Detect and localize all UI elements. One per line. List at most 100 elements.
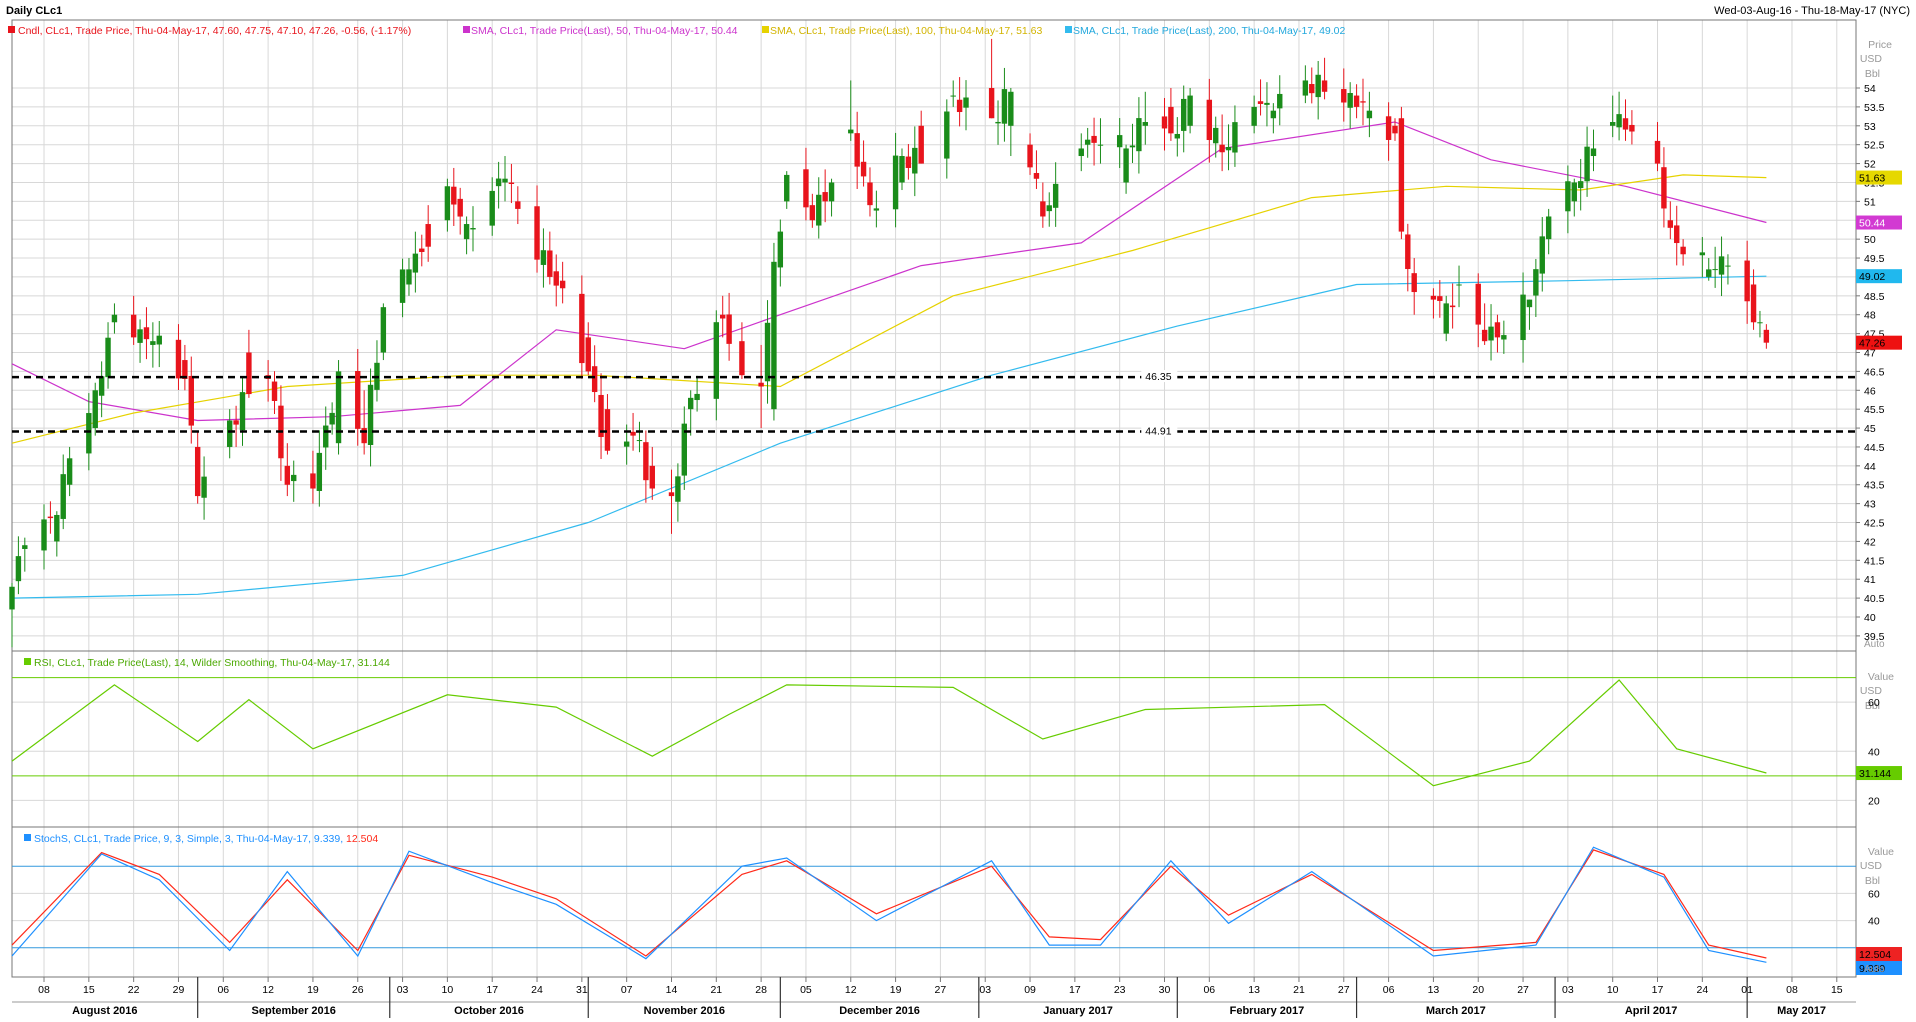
candle-body <box>1341 89 1347 103</box>
x-tick-label: 17 <box>486 984 498 996</box>
candle-body <box>630 431 636 436</box>
x-tick-label: 05 <box>800 984 812 996</box>
candle-body <box>1577 181 1584 189</box>
x-tick-label: 12 <box>262 984 274 996</box>
candle-body <box>848 129 854 134</box>
candle-body <box>739 341 745 376</box>
price-tick-label: 44 <box>1864 461 1876 473</box>
x-month-label: December 2016 <box>839 1005 920 1017</box>
candle-body <box>92 390 98 429</box>
candle-body <box>1565 181 1571 212</box>
stoch-marker-label: 12.504 <box>1859 949 1891 961</box>
candle-body <box>143 327 150 340</box>
candle-body <box>1481 329 1488 342</box>
candle-body <box>828 182 835 202</box>
candle-body <box>22 545 28 549</box>
candle-body <box>1437 296 1443 301</box>
legend-candle: Cndl, CLc1, Trade Price, Thu-04-May-17, … <box>18 25 411 37</box>
support-line-label: 44.91 <box>1145 425 1171 437</box>
candle-body <box>1385 116 1392 140</box>
candle-body <box>1392 125 1398 134</box>
x-tick-label: 28 <box>755 984 767 996</box>
candle-body <box>1027 144 1033 168</box>
svg-text:Price: Price <box>1868 39 1892 51</box>
candle-body <box>944 111 950 159</box>
candle-body <box>860 161 867 177</box>
candle-body <box>764 322 771 382</box>
candle-body <box>668 492 675 497</box>
candle-body <box>419 248 425 252</box>
price-tick-label: 48.5 <box>1864 291 1885 303</box>
candle-body <box>1353 95 1360 107</box>
candle-body <box>867 182 873 206</box>
price-tick-label: 51 <box>1864 196 1876 208</box>
x-tick-label: 21 <box>1293 984 1305 996</box>
candle-body <box>1187 95 1193 126</box>
candle-body <box>1040 201 1046 217</box>
candle-body <box>1539 236 1545 274</box>
price-tick-label: 42 <box>1864 536 1876 548</box>
candle-body <box>1533 269 1539 296</box>
stoch-auto-label[interactable]: Auto <box>1864 964 1885 975</box>
x-tick-label: 17 <box>1652 984 1664 996</box>
candle-body <box>335 371 342 444</box>
candle-body <box>323 425 329 448</box>
candle-body <box>905 156 912 168</box>
candle-body <box>1206 99 1213 141</box>
candle-body <box>1001 89 1008 124</box>
x-tick-label: 13 <box>1428 984 1440 996</box>
x-tick-label: 17 <box>1069 984 1081 996</box>
rsi-marker <box>1856 766 1902 781</box>
x-tick-label: 24 <box>531 984 543 996</box>
candle-body <box>412 253 419 273</box>
candle-body <box>1571 182 1577 202</box>
candle-body <box>515 201 521 209</box>
chart-title: Daily CLc1 <box>6 5 62 17</box>
x-tick-label: 27 <box>1517 984 1529 996</box>
candle-body <box>310 473 316 489</box>
candle-body <box>284 465 291 485</box>
candle-body <box>1757 322 1763 324</box>
candle-body <box>918 125 924 164</box>
candle-body <box>329 412 335 425</box>
x-tick-label: 13 <box>1248 984 1260 996</box>
candle-body <box>1213 127 1219 144</box>
candle-body <box>720 314 726 319</box>
price-panel[interactable]: 46.35 44.91 Cndl, CLc1, Trade Price, Thu-… <box>8 19 1902 652</box>
candle-body <box>1123 148 1129 183</box>
x-tick-label: 07 <box>621 984 633 996</box>
price-tick-label: 45 <box>1864 423 1876 435</box>
candle-body <box>950 95 956 97</box>
candle-body <box>713 322 720 399</box>
candle-body <box>1033 173 1040 179</box>
candle-body <box>1142 122 1148 126</box>
x-tick-label: 31 <box>576 984 588 996</box>
candle-body <box>425 224 431 247</box>
candle-body <box>1398 118 1405 232</box>
price-tick-label: 42.5 <box>1864 518 1885 530</box>
candle-body <box>1520 294 1526 341</box>
candle-body <box>1494 322 1501 338</box>
candle-body <box>1174 133 1181 139</box>
price-auto-label[interactable]: Auto <box>1864 639 1885 650</box>
x-month-label: March 2017 <box>1426 1005 1486 1017</box>
x-tick-label: 06 <box>1383 984 1395 996</box>
candle-body <box>1136 118 1142 152</box>
candle-body <box>150 341 156 345</box>
rsi-panel[interactable]: RSI, CLc1, Trade Price(Last), 14, Wilder… <box>11 650 1902 828</box>
price-tick-label: 43.5 <box>1864 480 1885 492</box>
rsi-axis-ticks: 20 40 60 31.144 <box>1856 697 1902 807</box>
stoch-line <box>11 849 1767 959</box>
stoch-marker <box>1856 946 1902 961</box>
candle-body <box>130 314 137 338</box>
candle-body <box>1315 74 1321 98</box>
candle-body <box>604 409 611 451</box>
candle-body <box>86 413 92 454</box>
candle-body <box>463 224 470 240</box>
x-tick-label: 22 <box>128 984 140 996</box>
svg-text:USD: USD <box>1860 53 1883 65</box>
stoch-line <box>11 846 1767 963</box>
candle-body <box>182 360 188 379</box>
candle-body <box>1699 252 1706 256</box>
candle-body <box>1251 106 1257 126</box>
